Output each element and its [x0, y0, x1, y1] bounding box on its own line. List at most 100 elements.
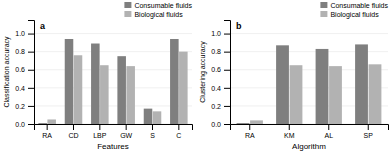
tick-label: AL — [324, 132, 333, 139]
bar — [237, 123, 250, 124]
axis-line — [224, 21, 231, 125]
bar — [369, 64, 382, 124]
tick: RA — [42, 124, 52, 139]
tick-label: SP — [364, 132, 374, 139]
plot-area: RAKMALSP0.00.20.40.60.81.0AlgorithmClust… — [199, 21, 389, 152]
bar — [47, 119, 56, 124]
grid — [34, 34, 192, 124]
tick-label: 0.4 — [15, 85, 25, 92]
legend-swatch — [124, 2, 131, 8]
tick: 0.4 — [211, 85, 230, 92]
bar — [91, 44, 100, 124]
axis-line — [231, 125, 389, 131]
grid-line — [34, 33, 192, 34]
tick-mark — [152, 124, 153, 130]
bar — [38, 123, 47, 124]
tick-mark — [178, 124, 179, 130]
tick-mark — [28, 34, 34, 35]
tick-label: 0.0 — [15, 121, 25, 128]
bar — [355, 44, 368, 124]
tick: 1.0 — [15, 30, 34, 37]
tick: 0.8 — [211, 48, 230, 55]
tick: SP — [364, 124, 374, 139]
legend-swatch — [124, 11, 131, 17]
chart: RACDLBPGWSC0.00.20.40.60.81.0FeaturesCla… — [0, 0, 392, 152]
bar — [290, 65, 303, 124]
bar-series — [250, 64, 381, 124]
bar — [329, 66, 342, 124]
bar — [126, 66, 135, 124]
tick-mark — [224, 70, 230, 71]
legend-label: Biological fluids — [330, 11, 379, 19]
tick-mark — [99, 124, 100, 130]
legend-label: Biological fluids — [134, 11, 183, 19]
bar — [276, 45, 289, 124]
bar — [144, 109, 153, 124]
bars — [237, 44, 382, 124]
tick-label: RA — [42, 132, 52, 139]
x-axis-title: Algorithm — [292, 142, 326, 151]
axis-line — [35, 125, 193, 131]
tick-label: 0.2 — [211, 103, 221, 110]
panel: RAKMALSP0.00.20.40.60.81.0AlgorithmClust… — [199, 2, 389, 151]
bar-series — [47, 52, 187, 124]
tick-label: RA — [245, 132, 255, 139]
tick-label: 1.0 — [211, 30, 221, 37]
axis-line — [28, 21, 35, 125]
tick: GW — [120, 124, 132, 139]
tick-mark — [73, 124, 74, 130]
y-axis: 0.00.20.40.60.81.0 — [15, 21, 34, 128]
tick-mark — [368, 124, 369, 130]
tick: 0.6 — [211, 66, 230, 73]
tick: AL — [324, 124, 333, 139]
legend-swatch — [320, 11, 327, 17]
tick-label: 0.6 — [15, 66, 25, 73]
panel-title: a — [40, 21, 46, 31]
tick-mark — [224, 124, 230, 125]
tick-label: 0.0 — [211, 121, 221, 128]
legend-entry: Biological fluids — [124, 11, 183, 19]
tick-label: GW — [120, 132, 132, 139]
x-axis: RA KM AL SP — [231, 124, 389, 139]
tick-label: 0.8 — [15, 48, 25, 55]
bar — [170, 39, 179, 124]
tick: 0.8 — [15, 48, 34, 55]
tick: KM — [284, 124, 295, 139]
grid-line — [34, 87, 192, 88]
tick-label: 0.4 — [211, 85, 221, 92]
bar — [74, 55, 83, 124]
tick-mark — [28, 70, 34, 71]
tick-label: KM — [284, 132, 295, 139]
legend: Consumable fluidsBiological fluids — [320, 2, 388, 19]
tick-label: CD — [68, 132, 78, 139]
tick: 0.4 — [15, 85, 34, 92]
tick-mark — [126, 124, 127, 130]
tick-label: 0.8 — [211, 48, 221, 55]
tick-label: C — [176, 132, 181, 139]
bar — [316, 49, 329, 124]
grid — [230, 34, 388, 124]
tick: 0.6 — [15, 66, 34, 73]
tick: 0.2 — [211, 103, 230, 110]
tick-mark — [28, 88, 34, 89]
bar-series — [38, 39, 178, 124]
legend-label: Consumable fluids — [134, 2, 192, 9]
grid-line — [230, 33, 388, 34]
tick-mark — [28, 124, 34, 125]
panel-title: b — [236, 21, 242, 31]
tick: LBP — [93, 124, 107, 139]
tick: 0.0 — [211, 121, 230, 128]
tick-mark — [328, 124, 329, 130]
tick-label: LBP — [93, 132, 107, 139]
tick-label: 0.6 — [211, 66, 221, 73]
legend-swatch — [320, 2, 327, 8]
bars — [38, 39, 187, 124]
bar — [250, 120, 263, 124]
legend-entry: Biological fluids — [320, 11, 379, 19]
grid-line — [34, 51, 192, 52]
y-axis: 0.0 0.2 0.4 0.6 0.8 1.0 — [211, 21, 230, 128]
tick-mark — [224, 34, 230, 35]
tick-mark — [28, 52, 34, 53]
bar — [179, 52, 188, 124]
bar — [100, 65, 109, 124]
